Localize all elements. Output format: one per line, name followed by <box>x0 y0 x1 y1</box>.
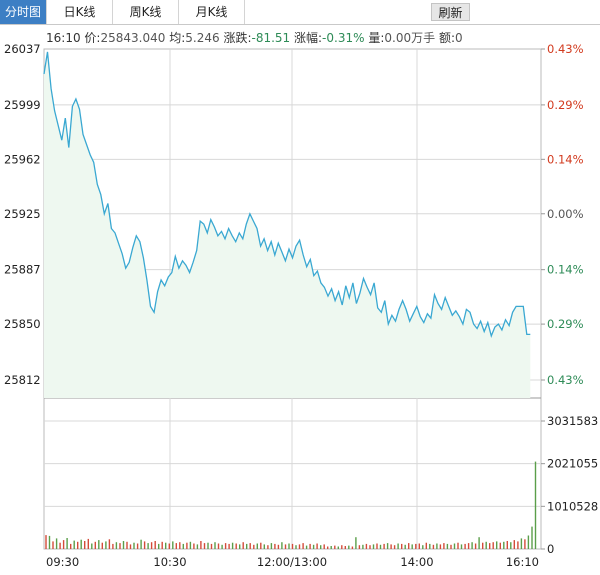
info-price-label: 价: <box>84 31 101 45</box>
tab-monthly-k[interactable]: 月K线 <box>179 0 245 24</box>
info-pct-label: 涨幅: <box>294 31 323 45</box>
tab-daily-k[interactable]: 日K线 <box>47 0 113 24</box>
pct-tick-label: 0.29% <box>547 98 584 112</box>
price-tick-label: 25999 <box>4 98 41 112</box>
quote-info-bar: 16:10 价:25843.040 均:5.246 涨跌:-81.51 涨幅:-… <box>46 30 463 46</box>
pct-tick-label: 0.43% <box>547 373 584 387</box>
info-change: -81.51 <box>251 31 291 45</box>
tab-bar: 分时图 日K线 周K线 月K线 刷新 <box>0 0 600 25</box>
time-tick-label: 14:00 <box>400 555 433 569</box>
info-amount: 0 <box>454 31 463 45</box>
price-tick-label: 25925 <box>4 207 41 221</box>
price-tick-label: 26037 <box>4 42 41 56</box>
price-tick-label: 25850 <box>4 317 41 331</box>
pct-tick-label: 0.29% <box>547 317 584 331</box>
pct-tick-label: 0.00% <box>547 207 584 221</box>
volume-tick-label: 2021055 <box>547 457 598 471</box>
info-price: 25843.040 <box>100 31 166 45</box>
volume-tick-label: 0 <box>547 542 554 556</box>
info-change-label: 涨跌: <box>223 31 252 45</box>
price-area <box>44 51 531 399</box>
time-tick-label: 12:00/13:00 <box>257 555 327 569</box>
pct-tick-label: 0.14% <box>547 152 584 166</box>
tab-weekly-k[interactable]: 周K线 <box>113 0 179 24</box>
info-pct: -0.31% <box>322 31 365 45</box>
info-avg-label: 均: <box>169 31 186 45</box>
info-time: 16:10 <box>46 31 81 45</box>
time-tick-label: 09:30 <box>46 555 79 569</box>
volume-tick-label: 1010528 <box>547 499 598 513</box>
price-tick-label: 25812 <box>4 373 41 387</box>
info-avg: 5.246 <box>185 31 220 45</box>
info-amount-label: 额: <box>438 31 455 45</box>
info-volume-label: 量: <box>368 31 385 45</box>
time-tick-label: 10:30 <box>153 555 186 569</box>
price-line <box>43 51 531 338</box>
tab-intraday[interactable]: 分时图 <box>0 0 47 24</box>
info-volume: 0.00万手 <box>384 31 436 45</box>
pct-tick-label: 0.43% <box>547 42 584 56</box>
pct-tick-label: 0.14% <box>547 263 584 277</box>
price-tick-label: 25887 <box>4 263 41 277</box>
time-tick-label: 16:10 <box>506 555 539 569</box>
refresh-button[interactable]: 刷新 <box>431 3 470 21</box>
price-tick-label: 25962 <box>4 152 41 166</box>
volume-tick-label: 3031583 <box>547 414 598 428</box>
